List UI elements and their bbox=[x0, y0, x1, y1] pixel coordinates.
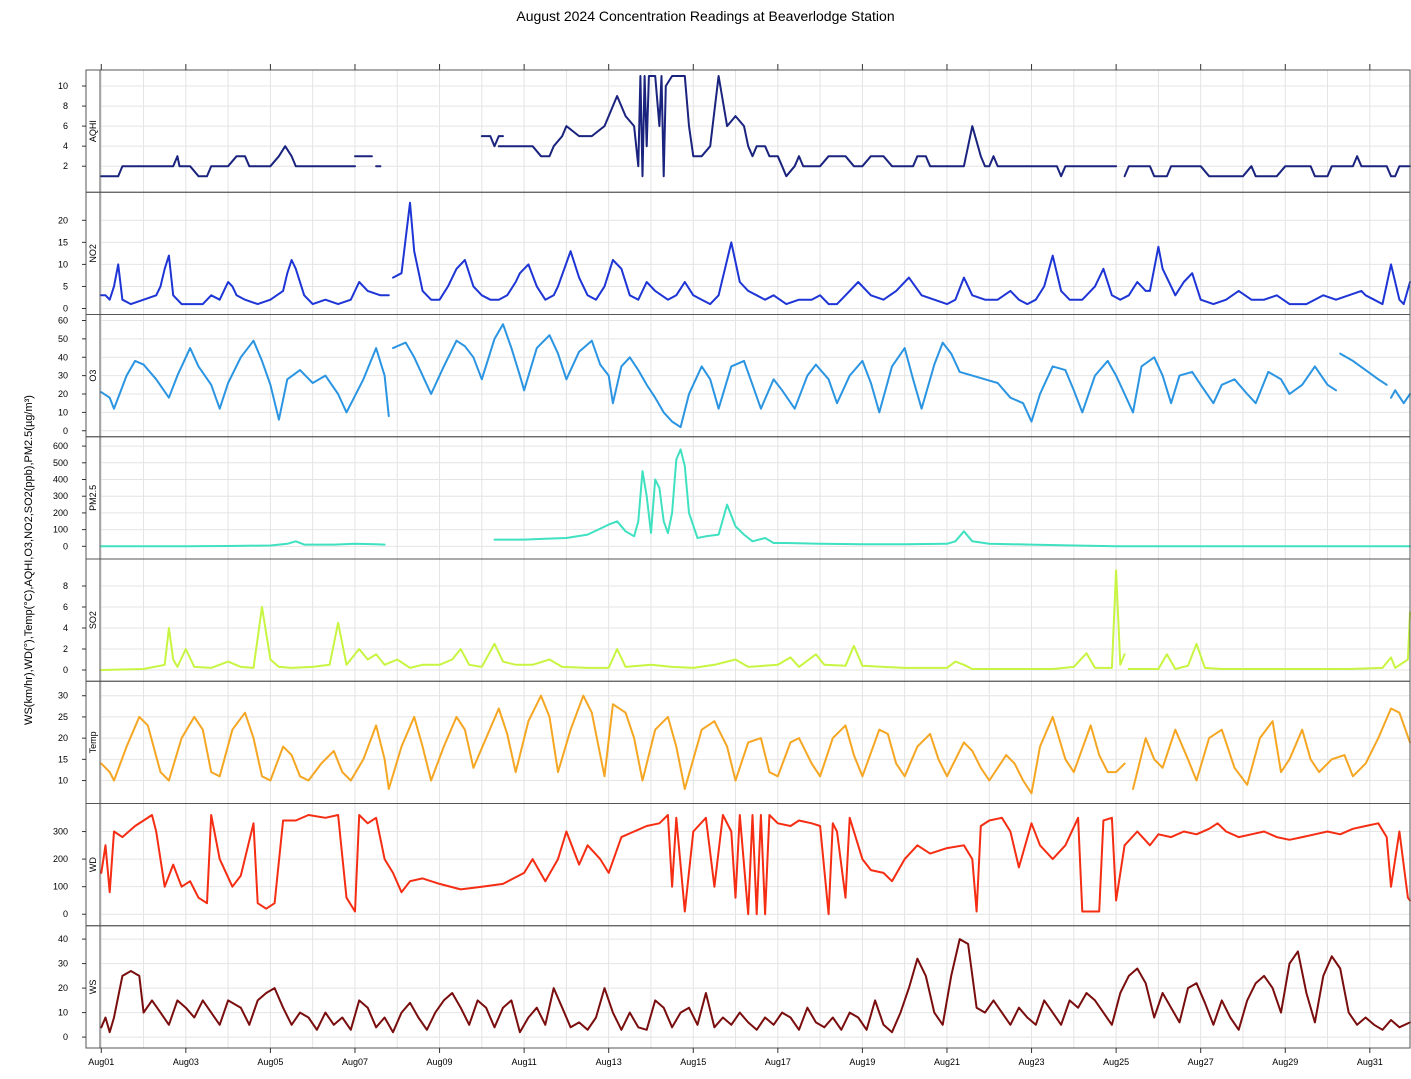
series-line-wd bbox=[100, 814, 1411, 916]
y-tick-label: 30 bbox=[58, 691, 68, 701]
y-tick-label: 10 bbox=[58, 81, 68, 91]
y-tick-label: 4 bbox=[63, 623, 68, 633]
panel-label-o3: O3 bbox=[88, 370, 98, 382]
series-line-so2 bbox=[100, 569, 1411, 671]
series-line-ws bbox=[100, 938, 1411, 1034]
y-axis-label: WS(km/hr),WD(°),Temp(°C),AQHI,O3,NO2,SO2… bbox=[23, 395, 35, 725]
y-tick-label: 60 bbox=[58, 316, 68, 326]
x-tick-label: Aug31 bbox=[1357, 1057, 1383, 1067]
panel-label-wd: WD bbox=[88, 857, 98, 872]
y-tick-label: 8 bbox=[63, 581, 68, 591]
y-tick-label: 0 bbox=[63, 541, 68, 551]
y-tick-label: 400 bbox=[53, 475, 68, 485]
panel-label-aqhi: AQHI bbox=[88, 120, 98, 142]
data-layer bbox=[100, 75, 1411, 1034]
series-line-pm25 bbox=[100, 448, 1411, 548]
panel-frame-no2 bbox=[85, 191, 1411, 315]
y-tick-label: 4 bbox=[63, 141, 68, 151]
series-line-o3 bbox=[100, 323, 1411, 429]
y-tick-label: 0 bbox=[63, 304, 68, 314]
x-tick-label: Aug15 bbox=[680, 1057, 706, 1067]
y-tick-label: 0 bbox=[63, 1032, 68, 1042]
y-tick-label: 30 bbox=[58, 959, 68, 969]
y-tick-label: 30 bbox=[58, 371, 68, 381]
panel-label-temp: Temp bbox=[88, 731, 98, 753]
y-tick-label: 8 bbox=[63, 101, 68, 111]
y-tick-label: 10 bbox=[58, 1008, 68, 1018]
x-tick-label: Aug29 bbox=[1272, 1057, 1298, 1067]
y-tick-label: 15 bbox=[58, 754, 68, 764]
chart-title: August 2024 Concentration Readings at Be… bbox=[516, 8, 895, 24]
y-tick-label: 20 bbox=[58, 983, 68, 993]
x-tick-label: Aug09 bbox=[427, 1057, 453, 1067]
x-tick-label: Aug03 bbox=[173, 1057, 199, 1067]
y-tick-label: 20 bbox=[58, 215, 68, 225]
y-tick-label: 10 bbox=[58, 776, 68, 786]
y-tick-label: 100 bbox=[53, 882, 68, 892]
y-tick-label: 15 bbox=[58, 237, 68, 247]
y-tick-label: 300 bbox=[53, 491, 68, 501]
y-tick-label: 40 bbox=[58, 934, 68, 944]
panel-frame-aqhi bbox=[85, 69, 1411, 193]
x-tick-label: Aug19 bbox=[849, 1057, 875, 1067]
y-tick-label: 25 bbox=[58, 712, 68, 722]
y-tick-label: 20 bbox=[58, 389, 68, 399]
panel-frame-pm25 bbox=[85, 436, 1411, 560]
x-tick-label: Aug13 bbox=[596, 1057, 622, 1067]
x-tick-label: Aug05 bbox=[257, 1057, 283, 1067]
series-line-aqhi bbox=[100, 75, 1411, 178]
panel-label-ws: WS bbox=[88, 980, 98, 995]
x-tick-label: Aug17 bbox=[765, 1057, 791, 1067]
x-tick-label: Aug25 bbox=[1103, 1057, 1129, 1067]
panel-frame-ws bbox=[85, 925, 1411, 1049]
x-tick-label: Aug27 bbox=[1188, 1057, 1214, 1067]
series-line-no2 bbox=[100, 201, 1411, 306]
y-tick-label: 6 bbox=[63, 602, 68, 612]
x-tick-label: Aug11 bbox=[511, 1057, 536, 1067]
y-tick-label: 300 bbox=[53, 827, 68, 837]
y-tick-label: 50 bbox=[58, 334, 68, 344]
x-tick-label: Aug07 bbox=[342, 1057, 368, 1067]
y-tick-label: 100 bbox=[53, 525, 68, 535]
x-tick-label: Aug01 bbox=[88, 1057, 114, 1067]
x-tick-label: Aug21 bbox=[934, 1057, 960, 1067]
panel-label-so2: SO2 bbox=[88, 611, 98, 629]
y-tick-label: 6 bbox=[63, 121, 68, 131]
y-tick-label: 0 bbox=[63, 665, 68, 675]
y-tick-label: 500 bbox=[53, 458, 68, 468]
y-tick-label: 200 bbox=[53, 854, 68, 864]
y-tick-label: 10 bbox=[58, 259, 68, 269]
panel-frame-so2 bbox=[85, 558, 1411, 682]
x-tick-label: Aug23 bbox=[1019, 1057, 1045, 1067]
y-tick-label: 200 bbox=[53, 508, 68, 518]
panel-label-no2: NO2 bbox=[88, 244, 98, 263]
axis-layer: AQHI246810NO205101520O30102030405060PM2.… bbox=[53, 64, 1383, 1067]
y-tick-label: 40 bbox=[58, 352, 68, 362]
panel-label-pm25: PM2.5 bbox=[88, 485, 98, 511]
y-tick-label: 0 bbox=[63, 426, 68, 436]
y-tick-label: 600 bbox=[53, 441, 68, 451]
y-tick-label: 2 bbox=[63, 161, 68, 171]
series-line-temp bbox=[100, 694, 1411, 795]
y-tick-label: 2 bbox=[63, 644, 68, 654]
y-tick-label: 5 bbox=[63, 281, 68, 291]
y-tick-label: 20 bbox=[58, 733, 68, 743]
y-tick-label: 0 bbox=[63, 909, 68, 919]
y-tick-label: 10 bbox=[58, 407, 68, 417]
